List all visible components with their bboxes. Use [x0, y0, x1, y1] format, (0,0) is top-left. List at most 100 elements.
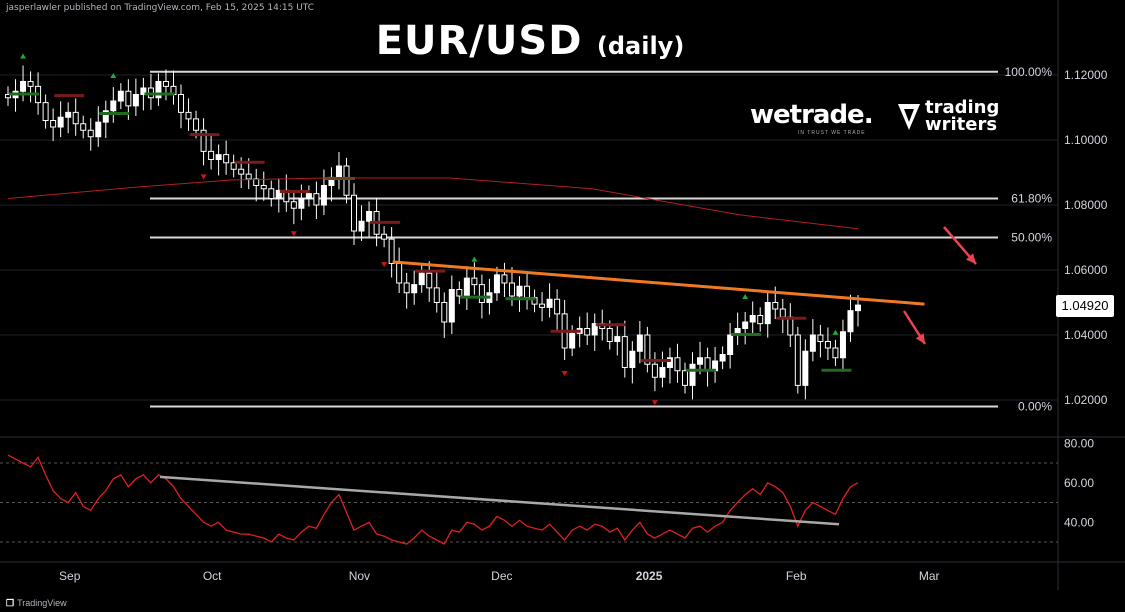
price-trendline	[392, 260, 925, 306]
candle-body	[493, 274, 500, 294]
signal-up-marker	[110, 73, 117, 78]
signal-up-marker	[471, 256, 478, 262]
candle-body	[644, 334, 651, 365]
candle-body	[456, 289, 463, 297]
signal-down-marker	[651, 400, 658, 406]
candle-body	[343, 165, 350, 196]
candle-body	[426, 272, 433, 289]
projection-arrow-upper-head	[965, 253, 976, 264]
trading-writers-icon	[898, 104, 920, 130]
candle-body	[584, 328, 591, 336]
candle-body	[95, 121, 102, 138]
supertrend-dash	[686, 368, 717, 372]
candle-body	[230, 162, 237, 170]
supertrend-dash	[99, 112, 130, 115]
candle-body	[569, 332, 576, 349]
price-tick-label: 1.12000	[1064, 68, 1108, 82]
supertrend-dash	[54, 94, 85, 98]
trading-writers-line2: writers	[925, 114, 998, 135]
candle-body	[418, 272, 425, 286]
tradingview-mark-icon: ❐	[6, 598, 15, 608]
price-tick-label: 1.10000	[1064, 133, 1108, 147]
supertrend-dash	[415, 269, 446, 273]
candle-body	[516, 285, 523, 297]
candle-body	[245, 173, 252, 180]
candle-body	[636, 334, 643, 352]
supertrend-dash	[9, 92, 40, 96]
candle-body	[351, 194, 358, 232]
candle-body	[57, 116, 64, 128]
candle-body	[155, 81, 162, 99]
x-tick-label: Nov	[349, 569, 370, 583]
signal-down-marker	[290, 231, 297, 237]
candle-body	[396, 263, 403, 284]
candle-body	[802, 350, 809, 386]
candle-body	[629, 350, 636, 368]
supertrend-dash	[640, 359, 671, 362]
x-tick-label: Sep	[59, 569, 81, 583]
supertrend-dash	[234, 160, 265, 164]
supertrend-dash	[370, 220, 401, 224]
fib-level-label: 100.00%	[1005, 65, 1053, 79]
fib-level-label: 61.80%	[1011, 192, 1052, 206]
candle-body	[606, 328, 613, 342]
supertrend-dash	[595, 323, 626, 327]
candle-body	[185, 111, 192, 120]
publisher-note: jasperlawler published on TradingView.co…	[6, 3, 315, 13]
rsi-trendline	[159, 475, 840, 526]
supertrend-dash	[550, 329, 581, 333]
candle-body	[366, 211, 373, 222]
candle-body	[659, 367, 666, 378]
candle-body	[546, 298, 553, 308]
candle-body	[757, 315, 764, 325]
candles-group	[5, 65, 861, 400]
supertrend-dash	[821, 368, 852, 372]
x-tick-label: Feb	[786, 569, 807, 583]
candle-body	[508, 282, 515, 297]
signal-down-marker	[561, 371, 568, 376]
candle-body	[794, 334, 801, 386]
supertrend-group	[9, 53, 852, 406]
candle-body	[697, 357, 704, 365]
x-tick-label: Dec	[491, 569, 512, 583]
candle-body	[674, 357, 681, 372]
supertrend-dash	[324, 177, 355, 180]
candle-body	[742, 321, 749, 329]
signal-down-marker	[200, 174, 207, 180]
candle-body	[260, 185, 267, 190]
candle-body	[193, 118, 200, 131]
candle-body	[689, 363, 696, 386]
wetrade-logo: wetrade.	[750, 100, 874, 130]
candle-body	[832, 347, 839, 359]
candle-body	[132, 94, 139, 107]
candle-body	[5, 94, 11, 99]
title-timeframe: (daily)	[596, 32, 685, 60]
candle-body	[779, 308, 786, 318]
candle-body	[621, 336, 628, 368]
candle-body	[388, 238, 395, 264]
fib-level-label: 50.00%	[1011, 231, 1052, 245]
candle-body	[524, 285, 531, 299]
rsi-tick-label: 40.00	[1064, 515, 1094, 529]
candle-body	[140, 87, 147, 95]
candle-body	[681, 370, 688, 386]
supertrend-dash	[731, 333, 762, 336]
candle-body	[102, 110, 109, 123]
candle-body	[772, 302, 779, 310]
candle-body	[441, 302, 448, 323]
candle-body	[178, 94, 185, 113]
candle-body	[403, 282, 410, 294]
candle-body	[27, 81, 34, 87]
supertrend-dash	[460, 295, 491, 299]
candle-body	[471, 277, 478, 286]
candle-body	[666, 357, 673, 368]
candle-body	[855, 304, 861, 312]
candle-body	[501, 274, 508, 284]
candle-body	[162, 81, 169, 87]
moving-average-line	[7, 177, 859, 230]
candle-body	[651, 363, 658, 378]
candle-body	[72, 111, 79, 125]
candle-body	[80, 123, 87, 131]
wetrade-tagline: IN TRUST WE TRADE	[798, 130, 866, 136]
candle-body	[125, 90, 132, 107]
